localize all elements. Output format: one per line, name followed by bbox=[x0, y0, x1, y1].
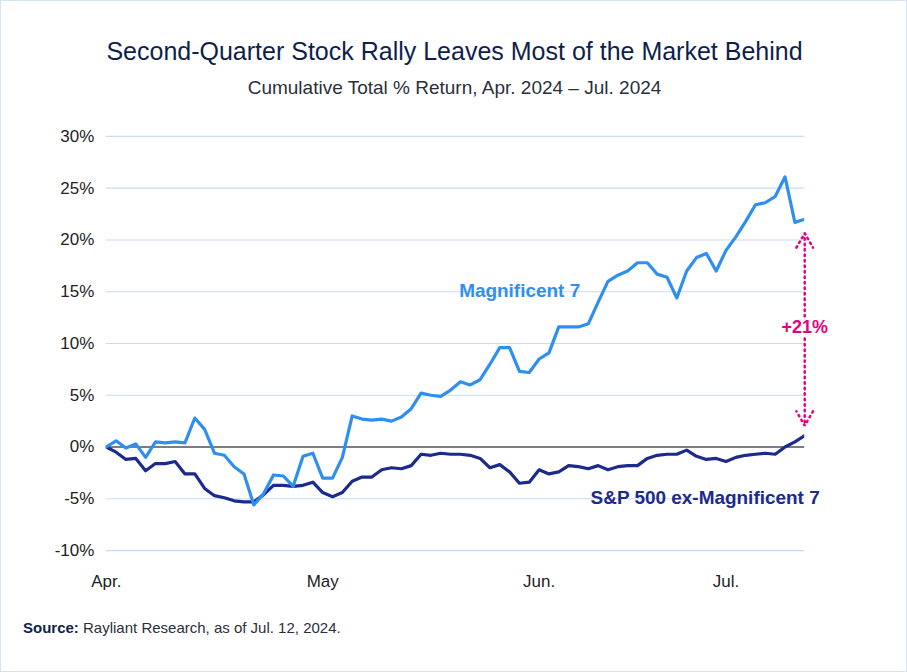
html-text:Cumulative Total % Return, Apr: Cumulative Total % Return, Apr. 2024 – J… bbox=[247, 77, 662, 98]
svg-text:Apr.: Apr. bbox=[91, 572, 121, 591]
svg-text:30%: 30% bbox=[60, 127, 94, 146]
svg-text:Magnificent 7: Magnificent 7 bbox=[459, 280, 580, 301]
html-text:Second-Quarter Stock Rally Lea: Second-Quarter Stock Rally Leaves Most o… bbox=[106, 37, 803, 65]
svg-text:May: May bbox=[307, 572, 340, 591]
svg-text:25%: 25% bbox=[60, 179, 94, 198]
svg-text:S&P 500 ex-Magnificent 7: S&P 500 ex-Magnificent 7 bbox=[591, 487, 820, 508]
svg-text:Jun.: Jun. bbox=[523, 572, 555, 591]
svg-text:5%: 5% bbox=[70, 386, 95, 405]
svg-text:0%: 0% bbox=[70, 437, 95, 456]
svg-text:+21%: +21% bbox=[782, 317, 828, 337]
svg-text:Jul.: Jul. bbox=[713, 572, 739, 591]
html-text:Source: Rayliant Research, as: Source: Rayliant Research, as of Jul. 12… bbox=[23, 619, 341, 636]
svg-text:20%: 20% bbox=[60, 230, 94, 249]
svg-text:-10%: -10% bbox=[55, 541, 95, 560]
svg-text:10%: 10% bbox=[60, 334, 94, 353]
svg-text:15%: 15% bbox=[60, 282, 94, 301]
svg-text:-5%: -5% bbox=[64, 489, 94, 508]
